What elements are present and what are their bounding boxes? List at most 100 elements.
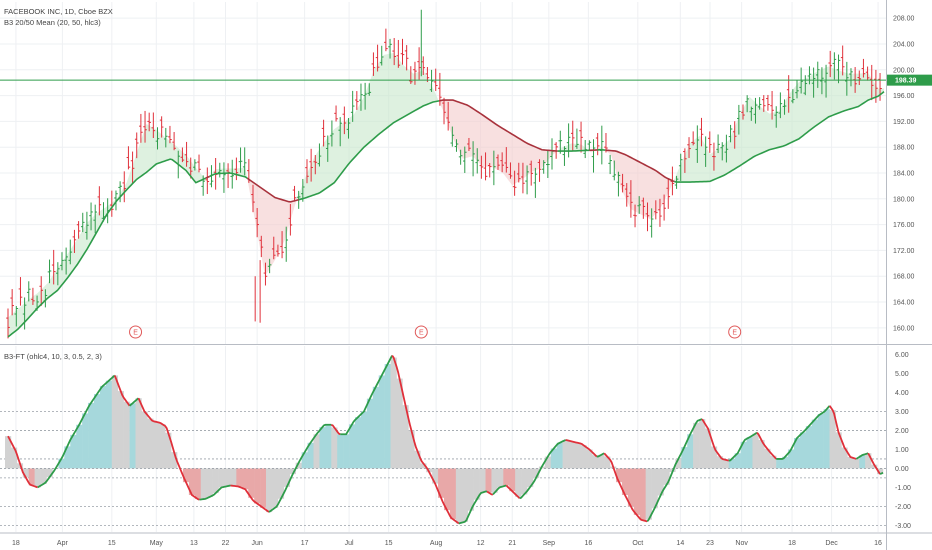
earnings-icon[interactable] <box>728 325 742 339</box>
ohlc-bar <box>604 133 608 153</box>
price-badge-layer: 198.39 <box>887 74 932 86</box>
oscillator-histogram-bar <box>58 458 65 469</box>
ohlc-bar <box>496 154 500 170</box>
ohlc-bar <box>205 167 210 195</box>
oscillator-histogram-bar <box>550 448 557 469</box>
oscillator-histogram-bar <box>681 447 688 469</box>
ohlc-bar <box>815 61 820 88</box>
oscillator-histogram-bar <box>206 468 213 497</box>
x-tick-label: 21 <box>508 540 516 547</box>
ohlc-bar <box>633 204 637 228</box>
earnings-marker[interactable]: E <box>414 325 428 339</box>
oscillator-histogram-bar <box>271 468 279 508</box>
oscillator-histogram-bar <box>117 391 124 469</box>
ohlc-bar <box>641 197 646 219</box>
oscillator-histogram-bar <box>147 418 154 469</box>
oscillator-histogram-bar <box>479 468 486 493</box>
oscillator-histogram-bar <box>722 459 730 469</box>
ohlc-bar <box>143 110 147 143</box>
mean-band-fill-5 <box>439 100 558 186</box>
lower-y-tick-label: 6.00 <box>895 352 909 359</box>
ohlc-bar <box>741 104 745 120</box>
oscillator-histogram-bar <box>414 450 421 469</box>
ohlc-bar <box>666 178 671 209</box>
oscillator-histogram-bar <box>295 462 302 469</box>
ohlc-bar <box>807 66 812 85</box>
earnings-icon[interactable] <box>414 325 428 339</box>
lower-indicator-title: B3-FT (ohlc4, 10, 3, 0.5, 2, 3) <box>4 352 102 361</box>
ohlc-bar <box>645 202 650 232</box>
oscillator-histogram-bar <box>218 468 225 488</box>
ohlc-bar <box>629 180 633 218</box>
oscillator-line-segment-21 <box>728 431 758 462</box>
oscillator-histogram-bar <box>266 468 273 513</box>
earnings-icon[interactable] <box>129 325 143 339</box>
ohlc-bar <box>10 289 14 316</box>
ohlc-bar <box>620 173 625 193</box>
ohlc-bar <box>828 50 833 78</box>
oscillator-histogram-bar <box>740 441 747 469</box>
ohlc-bar <box>379 45 384 66</box>
ohlc-bar <box>699 117 704 147</box>
ohlc-bar <box>608 154 612 175</box>
ohlc-bar <box>26 281 31 302</box>
ohlc-bar <box>217 162 222 178</box>
ohlc-bar <box>774 106 779 128</box>
ohlc-bar <box>280 231 284 259</box>
mean-line-segment-9 <box>605 149 675 183</box>
ohlc-bar <box>51 249 56 285</box>
ohlc-bar <box>857 70 862 86</box>
upper-y-tick-label: 172.00 <box>893 248 915 255</box>
ohlc-bar <box>778 92 783 119</box>
ohlc-bar <box>836 54 841 84</box>
upper-y-tick-label: 204.00 <box>893 41 915 48</box>
ohlc-bar <box>56 262 60 286</box>
ohlc-bar <box>654 200 658 220</box>
oscillator-histogram-bar <box>758 439 765 469</box>
oscillator-histogram-bar <box>159 424 166 469</box>
oscillator-histogram-bar <box>438 468 445 498</box>
ohlc-bar <box>417 47 421 80</box>
oscillator-histogram-bar <box>503 468 510 486</box>
earnings-marker[interactable]: E <box>728 325 742 339</box>
ohlc-bar <box>770 91 774 120</box>
ohlc-bars <box>6 9 882 339</box>
oscillator-histogram-bar <box>194 468 202 500</box>
x-tick-label: 13 <box>190 540 198 547</box>
oscillator-histogram-bar <box>378 375 385 469</box>
ohlc-bar <box>803 75 808 96</box>
ohlc-bar <box>288 204 293 236</box>
ohlc-bar <box>479 155 484 179</box>
oscillator-histogram-bar <box>200 468 207 500</box>
ohlc-bar <box>168 125 172 144</box>
oscillator-line-segment-18 <box>603 452 648 523</box>
oscillator-histogram-bar <box>366 398 374 469</box>
x-tick-label: 16 <box>874 540 882 547</box>
ohlc-bar <box>529 160 534 186</box>
ohlc-bar <box>454 139 459 152</box>
oscillator-histogram-bar <box>835 432 842 469</box>
oscillator-histogram-bar <box>497 468 504 488</box>
ohlc-bar <box>575 128 579 149</box>
ohlc-bar <box>687 137 691 158</box>
oscillator-histogram-bar <box>182 468 190 483</box>
ohlc-bar <box>512 170 517 196</box>
oscillator-histogram-bar <box>349 424 356 469</box>
oscillator-histogram-bar <box>823 409 830 469</box>
ohlc-bar <box>782 99 787 115</box>
oscillator-histogram-bar <box>527 468 534 488</box>
oscillator-histogram-bar <box>283 468 291 487</box>
ohlc-bar <box>703 136 708 167</box>
oscillator-histogram-bar <box>799 432 807 469</box>
ohlc-bar <box>413 61 417 85</box>
oscillator-line-segment-4 <box>137 397 200 501</box>
lower-y-tick-label: -2.00 <box>895 504 911 511</box>
oscillator-line-segment-27 <box>879 471 884 475</box>
upper-y-tick-label: 196.00 <box>893 93 915 100</box>
earnings-marker[interactable]: E <box>129 325 143 339</box>
ohlc-bar <box>587 140 592 151</box>
oscillator-histogram-bar <box>829 410 836 469</box>
lower-y-tick-label: 0.00 <box>895 466 909 473</box>
